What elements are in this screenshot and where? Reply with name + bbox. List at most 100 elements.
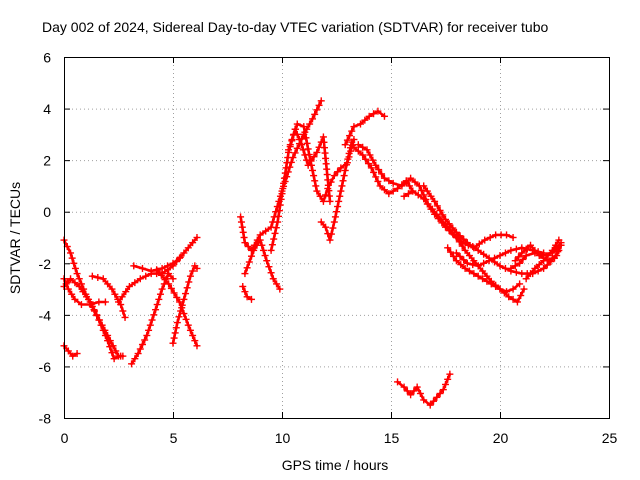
data-point	[267, 246, 275, 254]
trace-marker	[68, 254, 76, 262]
series-pass-12	[241, 236, 284, 293]
trace-marker	[456, 232, 464, 240]
data-point	[446, 370, 454, 378]
data-point	[256, 236, 264, 244]
data-point	[263, 257, 271, 265]
trace-marker	[364, 160, 372, 168]
trace-marker	[527, 270, 535, 278]
data-point	[121, 313, 129, 321]
trace-marker	[71, 264, 79, 272]
data-point	[75, 282, 83, 290]
data-point	[548, 246, 556, 254]
trace-marker	[403, 387, 411, 395]
data-point	[335, 197, 343, 205]
data-point	[193, 234, 201, 241]
trace-marker	[511, 262, 519, 270]
trace-marker	[480, 250, 488, 258]
data-point	[134, 350, 142, 358]
data-point	[496, 262, 504, 270]
series-pass-8	[128, 270, 177, 368]
y-tick-label: 6	[43, 50, 51, 66]
data-point	[337, 164, 345, 172]
trace-marker	[131, 279, 139, 287]
trace-marker	[280, 174, 288, 182]
axis-ticks: 0 5 10 15 20 25 -8 -6 -4 -2 0 2 4 6	[39, 50, 618, 447]
trace-marker	[291, 149, 299, 157]
trace-marker	[259, 246, 267, 254]
trace-marker	[303, 139, 311, 147]
data-point	[237, 213, 245, 221]
trace-marker	[145, 326, 153, 334]
series-pass-17	[341, 107, 388, 149]
data-point	[385, 190, 393, 198]
trace-marker	[267, 269, 275, 277]
data-point	[298, 141, 306, 149]
trace-marker	[333, 208, 340, 216]
data-point	[313, 187, 321, 195]
series-pass-18	[350, 143, 417, 198]
trace-marker	[161, 276, 169, 284]
x-tick-label: 10	[275, 430, 291, 446]
data-point	[136, 275, 144, 283]
data-point	[461, 246, 469, 254]
data-point	[485, 257, 493, 265]
trace-marker	[312, 182, 320, 190]
data-point	[509, 285, 517, 293]
trace-marker	[243, 264, 251, 272]
data-point	[165, 270, 173, 278]
trace-marker	[433, 202, 441, 210]
trace-marker	[374, 177, 382, 185]
data-point	[444, 244, 452, 252]
data-point	[463, 259, 471, 267]
series-pass-15	[285, 120, 358, 205]
trace-marker	[370, 110, 378, 118]
trace-marker	[469, 261, 477, 269]
trace-marker	[136, 345, 144, 353]
trace-marker	[423, 200, 431, 208]
data-point	[487, 280, 495, 288]
trace-marker	[310, 153, 318, 161]
trace-marker	[449, 224, 457, 232]
trace-marker	[241, 288, 249, 296]
series-pass-22	[444, 244, 524, 296]
series-pass-10	[169, 262, 201, 347]
series-pass-20	[400, 187, 528, 306]
x-axis-label: GPS time / hours	[282, 457, 389, 473]
trace-marker	[359, 143, 367, 151]
data-point	[376, 182, 384, 190]
series-pass-26	[522, 236, 563, 283]
trace-marker	[189, 267, 197, 275]
trace-marker	[535, 261, 543, 269]
trace-marker	[465, 252, 473, 260]
data-point	[326, 236, 334, 244]
trace-marker	[178, 301, 186, 309]
trace-marker	[438, 219, 446, 227]
trace-marker	[455, 238, 463, 246]
trace-marker	[338, 182, 346, 190]
data-point	[169, 259, 177, 267]
data-point	[496, 285, 504, 293]
data-point	[409, 187, 417, 195]
data-point	[420, 396, 428, 404]
data-point	[130, 262, 138, 270]
trace-marker	[460, 235, 468, 243]
y-tick-label: -8	[39, 411, 52, 427]
trace-marker	[276, 201, 284, 209]
trace-marker	[486, 234, 494, 241]
data-point	[110, 355, 118, 363]
trace-marker	[311, 110, 319, 118]
data-point	[531, 264, 539, 272]
data-point	[470, 257, 478, 265]
trace-marker	[370, 168, 378, 176]
series-pass-27	[394, 370, 454, 409]
trace-marker	[237, 218, 245, 226]
series-trace	[356, 143, 515, 250]
trace-marker	[91, 307, 99, 315]
data-point	[95, 316, 103, 324]
trace-marker	[244, 243, 252, 251]
trace-marker	[275, 212, 283, 220]
data-point	[326, 197, 334, 205]
trace-marker	[146, 321, 154, 329]
data-point	[350, 123, 358, 131]
trace-marker	[270, 235, 278, 243]
